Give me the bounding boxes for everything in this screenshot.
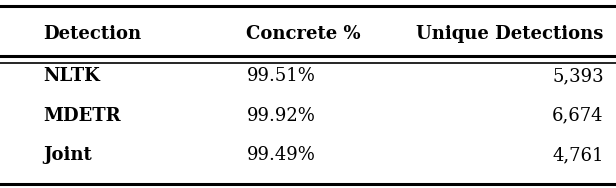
Text: 99.49%: 99.49%: [246, 146, 315, 164]
Text: 6,674: 6,674: [552, 107, 604, 125]
Text: 5,393: 5,393: [552, 67, 604, 85]
Text: Concrete %: Concrete %: [246, 25, 361, 43]
Text: Unique Detections: Unique Detections: [416, 25, 604, 43]
Text: NLTK: NLTK: [43, 67, 100, 85]
Text: 4,761: 4,761: [552, 146, 604, 164]
Text: 99.92%: 99.92%: [246, 107, 315, 125]
Text: MDETR: MDETR: [43, 107, 121, 125]
Text: 99.51%: 99.51%: [246, 67, 315, 85]
Text: Detection: Detection: [43, 25, 141, 43]
Text: Joint: Joint: [43, 146, 92, 164]
